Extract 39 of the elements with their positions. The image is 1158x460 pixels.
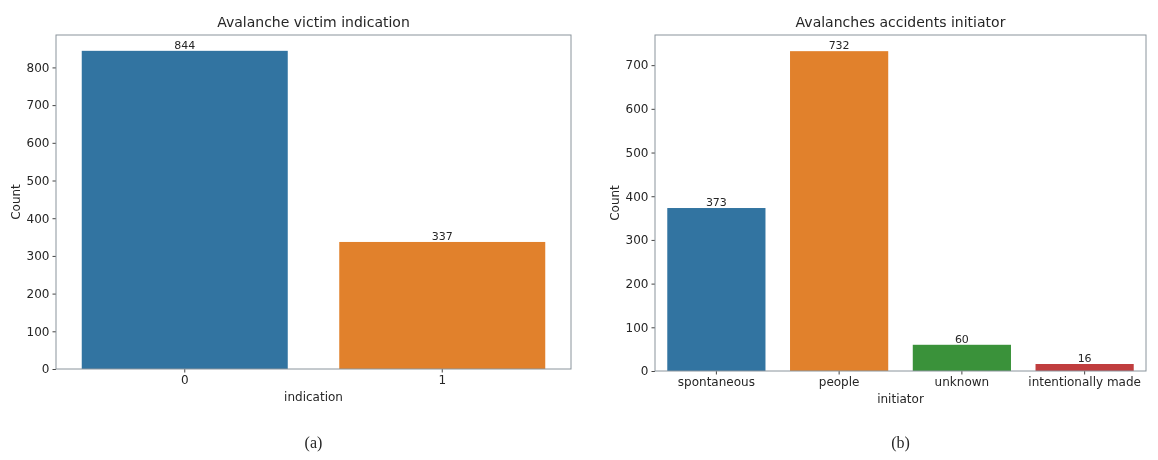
data-label: 373 (705, 196, 727, 210)
y-tick-label: 500 (26, 173, 50, 188)
data-label: 337 (431, 229, 453, 243)
data-label: 732 (828, 39, 850, 53)
chart-title: Avalanche victim indication (217, 14, 410, 30)
y-tick-label: 100 (625, 320, 649, 335)
y-tick-label: 700 (26, 98, 50, 113)
y-tick-label: 100 (26, 324, 50, 339)
y-tick-label: 700 (625, 58, 649, 73)
y-tick-label: 200 (625, 276, 649, 291)
y-axis-title: Count (608, 184, 622, 221)
y-tick-label: 400 (625, 189, 649, 204)
data-label: 60 (954, 332, 969, 346)
x-tick-label: people (818, 375, 860, 390)
y-tick-label: 600 (26, 136, 50, 151)
x-tick-label: spontaneous (677, 375, 755, 390)
y-tick-label: 600 (625, 102, 649, 117)
x-tick-label: 0 (180, 373, 189, 388)
text: (b) (891, 434, 910, 452)
x-tick-label: unknown (934, 375, 990, 390)
bar (912, 344, 1011, 371)
chart-title: Avalanches accidents initiator (795, 14, 1006, 30)
x-axis-title: indication (284, 390, 343, 404)
y-tick-label: 500 (625, 145, 649, 160)
y-tick-label: 400 (26, 211, 50, 226)
y-tick-label: 0 (41, 362, 50, 377)
data-label: 16 (1077, 352, 1092, 366)
text: (a) (304, 434, 323, 452)
y-axis-title: Count (9, 183, 23, 220)
y-tick-label: 200 (26, 286, 50, 301)
y-tick-label: 300 (625, 233, 649, 248)
x-axis-title: initiator (877, 392, 924, 406)
y-tick-label: 800 (26, 60, 50, 75)
bar (790, 51, 889, 371)
x-tick-label: intentionally made (1028, 375, 1141, 390)
data-label: 844 (174, 38, 196, 52)
bar (667, 208, 766, 371)
x-tick-label: 1 (438, 373, 447, 388)
y-tick-label: 300 (26, 249, 50, 264)
